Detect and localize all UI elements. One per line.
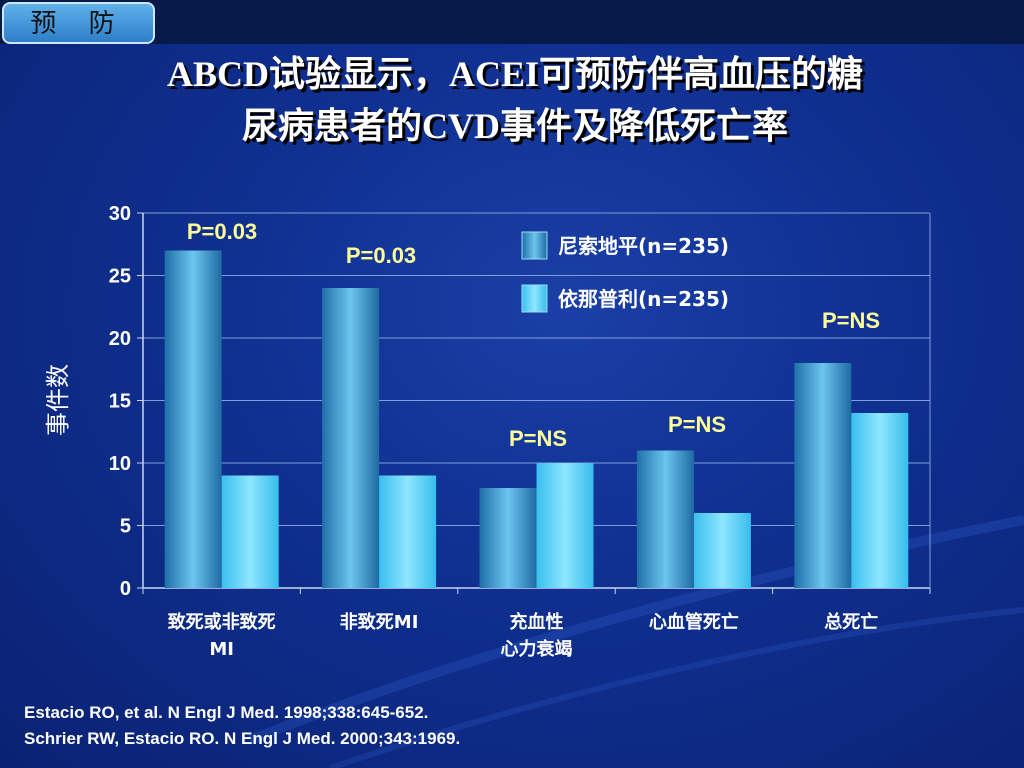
- y-tick-label: 20: [109, 328, 131, 350]
- x-tick-label: 心血管死亡: [649, 611, 739, 633]
- title-line-1: ABCD试验显示，ACEI可预防伴高血压的糖: [166, 54, 864, 94]
- x-tick-label: MI: [209, 639, 234, 660]
- section-tag: 预 防: [2, 2, 155, 44]
- bar-nisoldipine: [794, 363, 852, 588]
- legend-label: 尼索地平(n=235): [558, 234, 729, 258]
- top-bar: [0, 0, 1024, 44]
- title-line-2: 尿病患者的CVD事件及降低死亡率: [242, 106, 788, 146]
- p-value-label: P=0.03: [346, 243, 416, 268]
- citations: Estacio RO, et al. N Engl J Med. 1998;33…: [24, 700, 924, 752]
- y-tick-label: 15: [109, 391, 131, 413]
- citation-2: Schrier RW, Estacio RO. N Engl J Med. 20…: [24, 729, 461, 748]
- bar-enalapril: [221, 475, 279, 588]
- x-tick-label: 充血性: [510, 611, 564, 633]
- bar-enalapril: [693, 513, 751, 588]
- p-value-label: P=NS: [822, 308, 880, 333]
- y-tick-label: 25: [109, 266, 131, 288]
- bar-nisoldipine: [164, 250, 222, 588]
- bar-nisoldipine: [636, 450, 694, 588]
- citation-1: Estacio RO, et al. N Engl J Med. 1998;33…: [24, 703, 429, 722]
- x-tick-label: 致死或非致死: [168, 611, 276, 633]
- y-axis-label: 事件数: [44, 364, 72, 436]
- p-value-label: P=NS: [668, 412, 726, 437]
- slide-title: ABCD试验显示，ACEI可预防伴高血压的糖 尿病患者的CVD事件及降低死亡率: [40, 48, 990, 152]
- p-value-label: P=0.03: [187, 219, 257, 244]
- bar-nisoldipine: [479, 488, 537, 588]
- legend-label: 依那普利(n=235): [558, 287, 729, 311]
- p-value-label: P=NS: [509, 426, 567, 451]
- y-tick-label: 30: [109, 203, 131, 225]
- x-tick-label: 非致死MI: [340, 611, 419, 633]
- y-tick-label: 0: [120, 578, 131, 600]
- y-tick-label: 5: [120, 516, 131, 538]
- x-tick-label: 心力衰竭: [501, 638, 573, 660]
- bar-enalapril: [851, 413, 909, 588]
- bar-enalapril: [536, 463, 594, 588]
- legend-swatch: [521, 284, 548, 313]
- x-tick-label: 总死亡: [824, 611, 878, 633]
- legend-swatch: [521, 231, 548, 260]
- y-tick-label: 10: [109, 453, 131, 475]
- bar-enalapril: [379, 475, 437, 588]
- bar-nisoldipine: [322, 288, 380, 588]
